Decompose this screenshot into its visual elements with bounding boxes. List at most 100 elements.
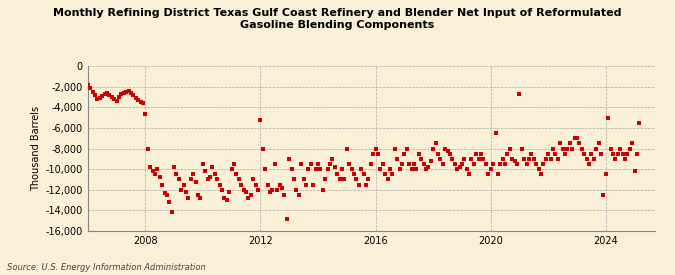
Point	[454, 165, 465, 169]
Point	[269, 162, 280, 166]
Point	[365, 162, 376, 166]
Point	[214, 182, 225, 187]
Point	[144, 165, 155, 169]
Point	[500, 162, 510, 166]
Point	[85, 86, 96, 90]
Point	[450, 162, 460, 166]
Point	[584, 162, 595, 166]
Point	[166, 210, 177, 214]
Point	[152, 167, 163, 171]
Point	[363, 177, 374, 182]
Point	[452, 167, 462, 171]
Point	[130, 96, 141, 100]
Point	[121, 90, 132, 94]
Point	[171, 172, 182, 177]
Point	[320, 177, 331, 182]
Point	[433, 152, 443, 156]
Point	[265, 190, 275, 194]
Point	[339, 177, 350, 182]
Point	[231, 172, 242, 177]
Point	[481, 162, 491, 166]
Point	[224, 190, 235, 194]
Point	[610, 157, 621, 161]
Point	[531, 162, 541, 166]
Point	[289, 177, 300, 182]
Point	[101, 91, 112, 95]
Point	[296, 162, 306, 166]
Point	[425, 159, 436, 163]
Point	[138, 101, 148, 105]
Point	[567, 146, 578, 151]
Point	[620, 157, 630, 161]
Point	[183, 196, 194, 200]
Point	[135, 100, 146, 104]
Point	[538, 162, 549, 166]
Point	[428, 146, 439, 151]
Point	[408, 162, 419, 166]
Point	[351, 177, 362, 182]
Point	[552, 157, 563, 161]
Point	[485, 167, 496, 171]
Point	[569, 136, 580, 140]
Point	[294, 193, 304, 197]
Point	[375, 167, 386, 171]
Point	[634, 120, 645, 125]
Point	[627, 141, 638, 145]
Point	[601, 172, 612, 177]
Point	[377, 162, 388, 166]
Point	[456, 162, 467, 166]
Point	[529, 157, 539, 161]
Point	[303, 167, 314, 171]
Point	[533, 167, 544, 171]
Point	[97, 94, 107, 98]
Point	[560, 152, 570, 156]
Point	[579, 152, 590, 156]
Point	[632, 152, 643, 156]
Point	[555, 141, 566, 145]
Point	[334, 177, 345, 182]
Point	[402, 146, 412, 151]
Point	[468, 162, 479, 166]
Point	[317, 188, 328, 192]
Point	[394, 167, 405, 171]
Point	[387, 172, 398, 177]
Point	[308, 182, 319, 187]
Point	[315, 167, 326, 171]
Point	[382, 177, 393, 182]
Point	[497, 157, 508, 161]
Point	[413, 152, 424, 156]
Point	[430, 141, 441, 145]
Point	[576, 146, 587, 151]
Point	[524, 157, 535, 161]
Point	[360, 182, 371, 187]
Point	[217, 188, 227, 192]
Point	[558, 146, 568, 151]
Point	[190, 179, 201, 184]
Point	[512, 162, 522, 166]
Point	[82, 82, 93, 87]
Point	[471, 152, 482, 156]
Point	[291, 188, 302, 192]
Point	[173, 177, 184, 182]
Point	[272, 188, 283, 192]
Point	[155, 175, 165, 180]
Point	[286, 167, 297, 171]
Point	[186, 177, 196, 182]
Point	[310, 167, 321, 171]
Point	[123, 89, 134, 93]
Point	[541, 157, 551, 161]
Point	[536, 172, 547, 177]
Point	[507, 157, 518, 161]
Point	[550, 152, 561, 156]
Point	[421, 167, 431, 171]
Point	[313, 162, 323, 166]
Point	[212, 177, 223, 182]
Point	[277, 185, 288, 190]
Point	[207, 165, 218, 169]
Point	[118, 91, 129, 95]
Point	[113, 95, 124, 99]
Point	[354, 182, 364, 187]
Point	[99, 92, 110, 96]
Point	[622, 152, 632, 156]
Point	[629, 169, 640, 174]
